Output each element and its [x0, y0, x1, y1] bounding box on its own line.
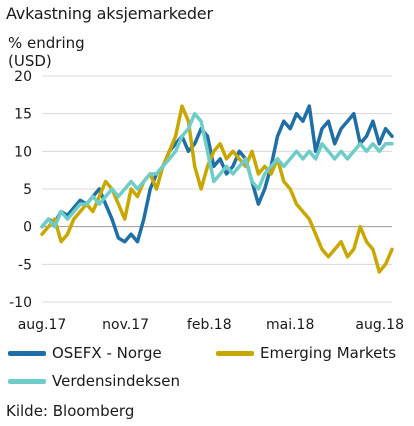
x-tick-label: aug.17	[18, 317, 67, 333]
legend-item-osefx: OSEFX - Norge	[8, 344, 162, 362]
x-axis-ticks: aug.17 nov.17 feb.18 mai.18 aug.18	[18, 317, 404, 333]
grid	[42, 75, 392, 303]
chart-title: Avkastning aksjemarkeder	[6, 4, 213, 23]
legend-swatch-osefx	[8, 350, 46, 356]
legend-label-osefx: OSEFX - Norge	[52, 344, 162, 362]
y-axis-label-line-2: (USD)	[8, 52, 52, 70]
legend-item-emerging-markets: Emerging Markets	[216, 344, 396, 362]
legend-label-emerging-markets: Emerging Markets	[260, 344, 397, 362]
y-tick-label: -10	[9, 295, 32, 311]
y-tick-label: 5	[23, 182, 32, 198]
legend-label-verdensindeksen: Verdensindeksen	[52, 372, 180, 390]
series-lines	[40, 104, 394, 274]
x-tick-label: feb.18	[187, 317, 232, 333]
x-tick-label: aug.18	[355, 317, 404, 333]
y-tick-label: 20	[14, 69, 32, 85]
source-note: Kilde: Bloomberg	[6, 402, 135, 420]
legend-swatch-emerging-markets	[216, 350, 254, 356]
y-tick-label: -5	[18, 257, 32, 273]
x-tick-label: nov.17	[102, 317, 149, 333]
legend-item-verdensindeksen: Verdensindeksen	[8, 372, 180, 390]
y-axis-label-line-1: % endring	[8, 34, 85, 52]
legend-swatch-verdensindeksen	[8, 378, 46, 384]
series-line-verdensindeksen	[40, 111, 394, 229]
y-tick-label: 0	[23, 220, 32, 236]
series-line-emerging-markets	[40, 104, 394, 274]
series-line-osefx	[40, 104, 394, 244]
y-tick-label: 15	[14, 107, 32, 123]
y-axis-ticks: -10 -5 0 5 10 15 20	[9, 69, 32, 311]
x-tick-label: mai.18	[266, 317, 314, 333]
y-tick-label: 10	[14, 144, 32, 160]
